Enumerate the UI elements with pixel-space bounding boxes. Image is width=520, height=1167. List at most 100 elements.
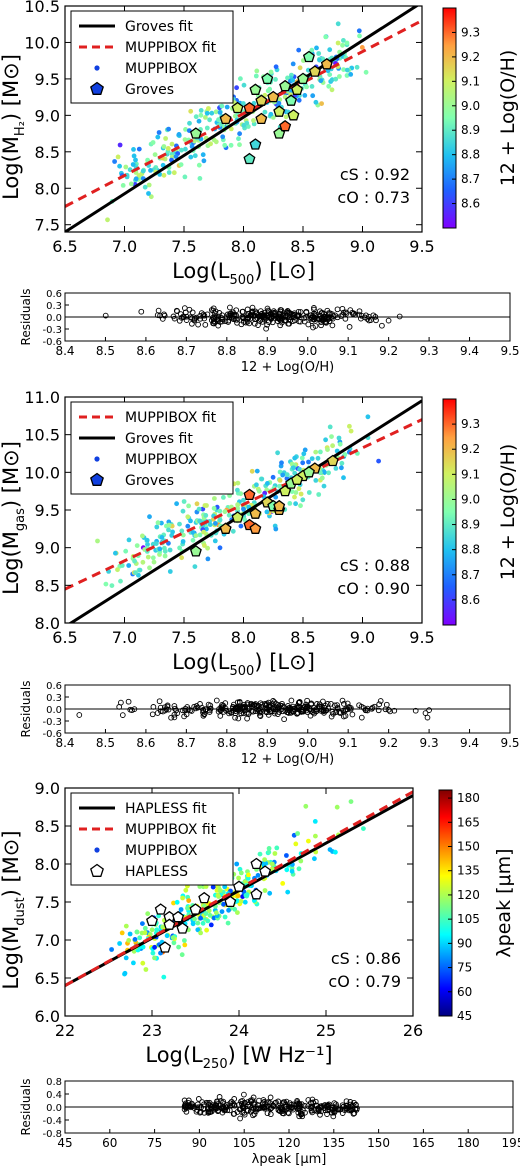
colorbar-tick-label: 8.6 bbox=[461, 197, 480, 211]
residual-point bbox=[102, 312, 109, 319]
muppibox-point bbox=[348, 428, 354, 434]
muppibox-point bbox=[337, 74, 342, 79]
residual-point bbox=[231, 1110, 238, 1117]
y-axis-label-part: Log(M bbox=[0, 136, 23, 200]
legend-label: MUPPIBOX fit bbox=[125, 822, 217, 838]
muppibox-point bbox=[298, 858, 304, 864]
muppibox-point bbox=[169, 141, 175, 147]
reference-point bbox=[287, 109, 300, 121]
muppibox-point bbox=[259, 476, 265, 482]
residual-x-tick-label: 60 bbox=[102, 1136, 117, 1150]
residual-y-label: Residuals bbox=[19, 681, 33, 738]
muppibox-point bbox=[131, 960, 136, 966]
residual-point bbox=[176, 317, 183, 324]
residual-point bbox=[204, 311, 211, 318]
muppibox-point bbox=[134, 543, 140, 548]
x-axis-label-part: Log(L bbox=[172, 650, 230, 674]
residual-x-label: λpeak [μm] bbox=[252, 1152, 327, 1167]
reference-point bbox=[219, 522, 232, 534]
muppibox-point bbox=[152, 955, 157, 961]
muppibox-point bbox=[238, 76, 243, 82]
reference-point bbox=[249, 522, 262, 534]
residual-point bbox=[329, 1107, 335, 1113]
muppibox-point bbox=[207, 912, 213, 918]
residual-x-tick-label: 8.6 bbox=[136, 736, 155, 750]
muppibox-point bbox=[205, 556, 211, 562]
muppibox-point bbox=[224, 104, 230, 110]
panel-h2-mass: 6.5 7.0 7.5 8.0 8.5 9.0 9.5 7.5 8.0 8.5 9.0 9.5 10.0… bbox=[0, 0, 520, 375]
muppibox-point bbox=[230, 528, 236, 534]
muppibox-point bbox=[174, 899, 180, 905]
colorbar-tick-label: 8.9 bbox=[461, 518, 480, 532]
residual-point bbox=[377, 698, 384, 704]
reference-point bbox=[291, 473, 304, 485]
muppibox-point bbox=[335, 21, 341, 27]
residual-y-tick-label: 0.3 bbox=[46, 301, 62, 312]
residual-y-tick-label: 0.3 bbox=[46, 693, 62, 704]
residual-point bbox=[250, 1101, 257, 1107]
residual-x-tick-label: 8.7 bbox=[177, 736, 196, 750]
colorbar-tick-label: 8.9 bbox=[461, 123, 480, 137]
muppibox-point bbox=[221, 495, 226, 500]
fit-line-1 bbox=[65, 19, 422, 208]
residual-point bbox=[241, 1111, 248, 1118]
residual-point bbox=[230, 313, 237, 319]
residual-point bbox=[202, 706, 209, 713]
muppibox-point bbox=[182, 938, 187, 943]
residual-point bbox=[281, 716, 287, 723]
x-tick-label: 8.5 bbox=[290, 628, 315, 647]
muppibox-point bbox=[156, 130, 162, 135]
residual-point bbox=[318, 319, 325, 326]
muppibox-point bbox=[186, 898, 192, 903]
colorbar-tick-label: 8.6 bbox=[461, 593, 480, 607]
muppibox-point bbox=[365, 414, 371, 420]
muppibox-point bbox=[198, 915, 204, 921]
muppibox-point bbox=[140, 559, 146, 565]
x-tick-label: 8.0 bbox=[231, 237, 256, 256]
muppibox-point bbox=[312, 856, 317, 862]
muppibox-point bbox=[222, 884, 228, 890]
muppibox-point bbox=[312, 819, 318, 824]
muppibox-point bbox=[140, 533, 145, 539]
muppibox-point bbox=[313, 833, 318, 839]
residual-point bbox=[170, 313, 177, 320]
residual-point bbox=[264, 1110, 271, 1117]
residual-point bbox=[249, 1107, 255, 1113]
residual-point bbox=[309, 1109, 316, 1116]
reference-point bbox=[279, 119, 292, 132]
muppibox-point bbox=[183, 887, 189, 893]
residual-y-tick-label: 0.4 bbox=[46, 1090, 62, 1101]
muppibox-point bbox=[105, 217, 110, 223]
muppibox-point bbox=[249, 468, 255, 474]
residual-point bbox=[367, 317, 374, 323]
residual-x-tick-label: 8.9 bbox=[258, 344, 277, 358]
muppibox-point bbox=[226, 907, 232, 913]
residual-point bbox=[224, 311, 231, 318]
reference-point bbox=[231, 101, 244, 114]
muppibox-point bbox=[204, 110, 210, 116]
muppibox-point bbox=[117, 163, 122, 169]
residual-point bbox=[364, 705, 371, 712]
muppibox-point bbox=[190, 537, 196, 543]
residual-point bbox=[265, 308, 272, 315]
muppibox-point bbox=[151, 559, 157, 565]
residual-point bbox=[334, 704, 341, 711]
muppibox-point bbox=[244, 892, 250, 898]
x-tick-label: 7.0 bbox=[112, 628, 137, 647]
reference-point bbox=[159, 941, 172, 953]
muppibox-point bbox=[277, 483, 282, 489]
residual-point bbox=[185, 1097, 192, 1104]
muppibox-point bbox=[298, 491, 304, 497]
muppibox-point bbox=[197, 176, 203, 181]
residual-point bbox=[234, 316, 240, 323]
reference-point bbox=[189, 545, 202, 557]
residual-point bbox=[201, 1109, 208, 1116]
muppibox-point bbox=[207, 522, 213, 527]
muppibox-point bbox=[165, 146, 171, 151]
muppibox-point bbox=[154, 524, 160, 530]
muppibox-point bbox=[277, 97, 283, 102]
residual-point bbox=[385, 707, 392, 713]
y-axis-label-part: ) [M⊙] bbox=[0, 441, 23, 508]
muppibox-point bbox=[109, 583, 115, 588]
residual-point bbox=[205, 701, 212, 708]
